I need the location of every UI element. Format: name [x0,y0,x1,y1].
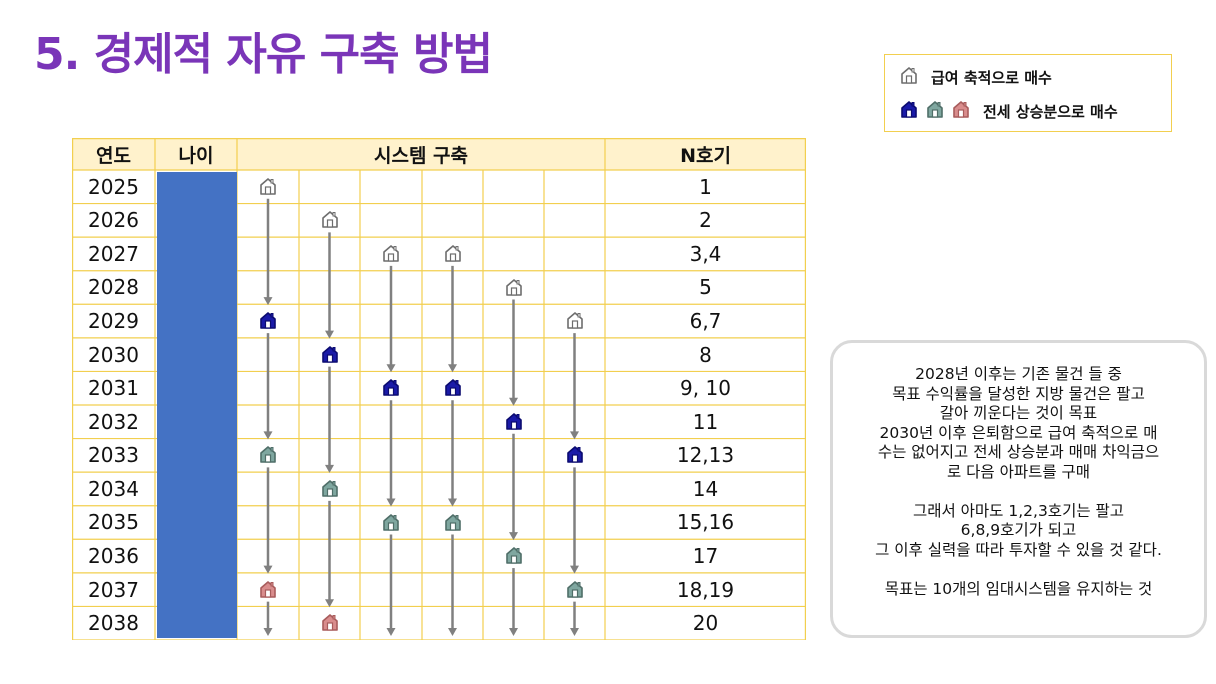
flow-arrow [448,265,457,373]
table-header-fill [72,138,806,170]
house-outline-icon [443,243,463,263]
n-cell: 9, 10 [680,376,731,401]
house-blue-icon [320,344,340,364]
header-system: 시스템 구축 [373,144,468,167]
year-cell: 2028 [88,275,139,300]
flow-arrow [570,467,579,574]
legend-row-jeonse: 전세 상승분으로 매수 [899,99,1118,123]
house-blue-icon [504,411,524,431]
n-cell: 5 [699,275,712,300]
n-cell: 12,13 [676,443,735,468]
flow-arrow [448,400,457,507]
explanation-text: 2028년 이후는 기존 물건 들 중 목표 수익률을 달성한 지방 물건은 팔… [875,365,1162,598]
house-pink-icon [951,99,971,123]
header-age: 나이 [178,144,214,167]
house-teal-icon [443,512,463,532]
header-year: 연도 [96,144,131,167]
house-blue-icon [258,310,278,330]
legend-row-salary: 급여 축적으로 매수 [899,65,1052,89]
flow-arrow [263,601,273,636]
year-cell: 2026 [88,208,139,233]
house-outline-icon [565,310,585,330]
flow-arrow [325,366,334,473]
house-teal-icon [320,478,340,498]
year-cell: 2036 [88,544,139,569]
year-cell: 2029 [88,309,139,334]
n-cell: 1 [699,174,712,199]
house-blue-icon [443,377,463,397]
year-cell: 2038 [88,611,139,636]
system-table: 연도 나이 시스템 구축 N호기 2025 2026 2027 2028 2029 203… [72,138,806,640]
year-cell: 2033 [88,443,139,468]
house-outline-icon [258,176,278,196]
year-cell: 2032 [88,409,139,434]
n-cell: 14 [692,476,719,501]
house-outline-icon [899,65,919,89]
flow-arrow [509,433,518,541]
house-teal-icon [925,99,945,123]
flow-arrow [448,534,457,636]
house-teal-icon [504,545,524,565]
house-teal-icon [381,512,401,532]
flow-arrow [263,467,273,574]
n-cell: 17 [692,544,719,569]
n-cell: 6,7 [689,309,722,334]
year-cell: 2030 [88,342,139,367]
legend-salary-label: 급여 축적으로 매수 [931,68,1052,87]
year-cell: 2025 [88,174,139,199]
house-outline-icon [320,209,340,229]
year-cell: 2034 [88,476,139,501]
house-teal-icon [258,444,278,464]
n-cell: 3,4 [689,241,722,266]
house-pink-icon [258,579,278,599]
flow-arrow [386,400,396,507]
flow-arrow [325,232,334,339]
n-cell: 20 [692,611,719,636]
flow-arrow [570,333,579,440]
n-cell: 8 [699,342,712,367]
flow-arrow [263,333,273,440]
house-blue-icon [899,99,919,123]
legend-jeonse-label: 전세 상승분으로 매수 [983,102,1118,121]
header-n: N호기 [680,144,731,167]
n-cell: 15,16 [676,510,735,535]
year-cell: 2035 [88,510,139,535]
flow-arrow [386,534,396,636]
flow-arrow [570,601,579,636]
n-cell: 2 [699,208,712,233]
flow-arrow [263,198,273,306]
house-outline-icon [381,243,401,263]
house-outline-icon [504,277,524,297]
house-pink-icon [320,612,340,632]
flow-arrow [386,265,396,373]
n-cell: 18,19 [676,577,735,602]
age-cells-filled [157,172,237,638]
year-cell: 2031 [88,376,139,401]
year-cell: 2037 [88,577,139,602]
house-teal-icon [565,579,585,599]
year-cell: 2027 [88,241,139,266]
flow-arrow [509,299,518,406]
house-blue-icon [565,444,585,464]
n-cell: 11 [692,409,719,434]
legend-box: 급여 축적으로 매수 전세 상승분으로 매수 [884,54,1172,132]
explanation-box: 2028년 이후는 기존 물건 들 중 목표 수익률을 달성한 지방 물건은 팔… [830,340,1207,638]
flow-arrow [509,568,518,636]
house-blue-icon [381,377,401,397]
page-title: 5. 경제적 자유 구축 방법 [34,29,493,80]
flow-arrow [325,500,334,608]
